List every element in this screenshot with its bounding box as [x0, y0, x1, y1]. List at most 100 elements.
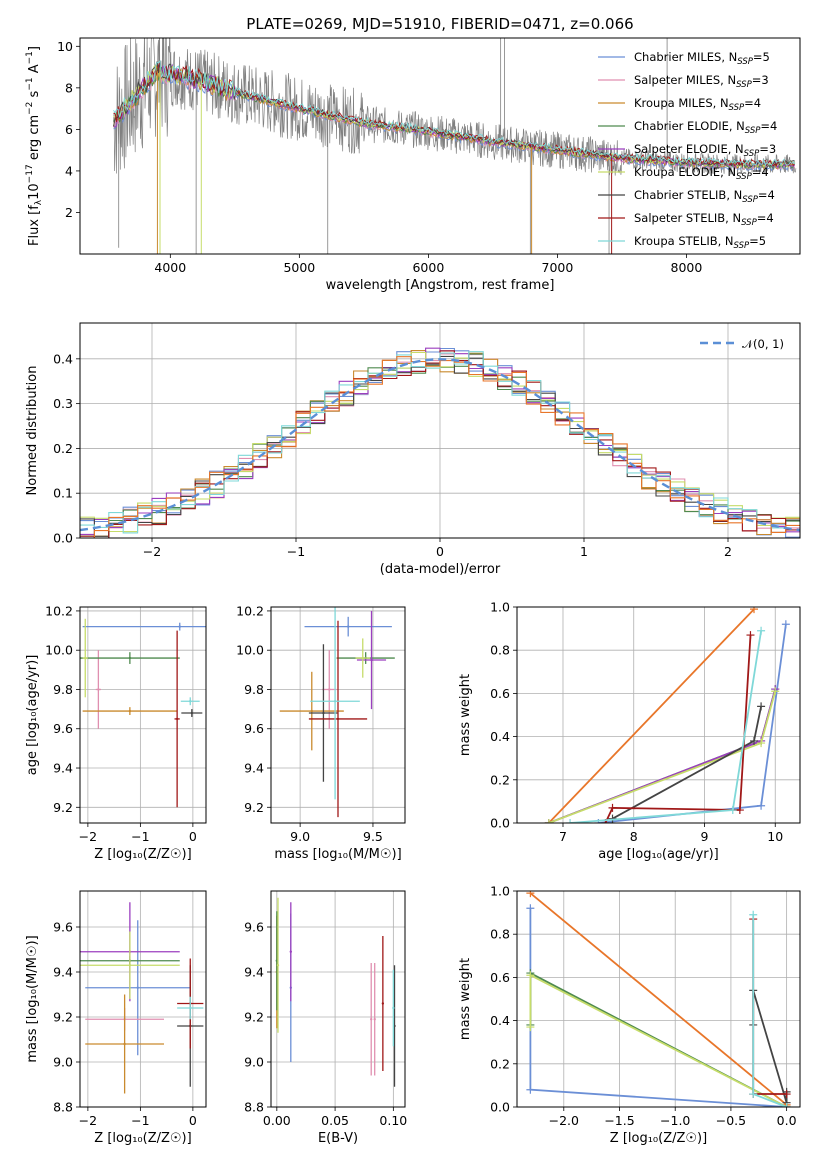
series-marker [749, 1090, 758, 1099]
x-axis-label: age [log₁₀(age/yr)] [598, 847, 719, 862]
data-point [189, 700, 192, 703]
legend-entry: Salpeter ELODIE, NSSP=3 [634, 142, 776, 159]
x-tick-label: 0.00 [263, 1113, 291, 1128]
data-point [128, 709, 132, 713]
x-tick-label: 9.5 [363, 829, 383, 844]
data-point [310, 709, 313, 713]
x-axis-label: Z [log₁₀(Z/Z☉)] [94, 1131, 191, 1146]
data-point [84, 656, 87, 660]
y-label-part: −1 [25, 51, 35, 64]
series-marker [757, 801, 766, 810]
plot-area [80, 347, 800, 538]
legend-entry: Chabrier MILES, NSSP=5 [634, 50, 770, 67]
legend-sub: SSP [736, 80, 752, 90]
y-tick-label: 9.8 [244, 682, 264, 697]
data-point [136, 986, 139, 989]
y-label-part: s [27, 90, 42, 101]
y-label-part: −1 [25, 77, 35, 90]
x-axis-label: wavelength [Angstrom, rest frame] [326, 278, 555, 293]
series-marker [526, 971, 535, 980]
y-axis-label: mass weight [458, 958, 473, 1040]
x-tick-label: −1 [287, 544, 305, 559]
legend: 𝒩(0, 1) [700, 337, 784, 351]
x-tick-label: −2 [79, 829, 97, 844]
y-tick-label: 0.2 [490, 1056, 510, 1071]
data-point [289, 950, 293, 953]
x-tick-label: −1 [131, 829, 149, 844]
plot-area [80, 618, 206, 808]
data-point [373, 1018, 376, 1021]
series-marker [728, 806, 737, 815]
y-tick-label: 9.0 [53, 1055, 73, 1070]
x-tick-label: 4000 [154, 260, 186, 275]
data-point [361, 656, 364, 660]
x-tick-label: 0.10 [379, 1113, 407, 1128]
x-tick-label: −2 [79, 1113, 97, 1128]
y-tick-label: 10 [57, 39, 73, 54]
x-tick-label: −2 [143, 544, 161, 559]
series-marker [782, 1103, 791, 1107]
series-marker [750, 736, 759, 745]
data-point [175, 717, 179, 721]
legend-sub: SSP [742, 195, 758, 205]
panel-mass_weight_vs_Z: −2.0 −1.5 −1.0 −0.5 0.0 0.0 0.2 0.4 0.6 0.8 1.0 Z [… [458, 884, 801, 1146]
x-tick-label: 8 [630, 829, 638, 844]
y-tick-label: 0.6 [490, 686, 510, 701]
series-marker [746, 631, 755, 640]
plot-area [113, 38, 797, 254]
legend-name: Chabrier MILES, N [634, 50, 737, 64]
plot-area [80, 902, 204, 1094]
y-label-part: A [27, 64, 42, 77]
y-tick-label: 0.8 [490, 643, 510, 658]
data-point [178, 625, 181, 628]
x-axis-label: mass [log₁₀(M/M☉)] [274, 847, 401, 862]
x-tick-label: 9 [701, 829, 709, 844]
y-tick-label: 10.0 [236, 643, 264, 658]
y-tick-label: 0.0 [53, 531, 73, 546]
y-tick-label: 0.0 [490, 816, 510, 831]
x-tick-label: 0.0 [777, 1113, 797, 1128]
y-axis-label: age [log₁₀(age/yr)] [25, 655, 40, 776]
y-tick-label: 0.3 [53, 396, 73, 411]
series-line [752, 914, 787, 1107]
y-tick-label: 8.8 [244, 1100, 264, 1115]
legend-value: =5 [753, 50, 770, 64]
y-label-part: −2 [25, 102, 35, 115]
legend-entry: Chabrier STELIB, NSSP=4 [634, 188, 775, 205]
y-tick-label: 10.0 [45, 643, 73, 658]
y-tick-label: 1.0 [490, 600, 510, 615]
y-tick-label: 0.4 [490, 1013, 510, 1028]
series-marker [757, 626, 766, 635]
legend-value: =4 [744, 96, 761, 110]
y-tick-label: 9.4 [53, 761, 73, 776]
legend-entry: Salpeter MILES, NSSP=3 [634, 73, 769, 90]
legend-sub: SSP [741, 218, 757, 228]
panel-mass_vs_Z: −2 −1 0 8.8 9.0 9.2 9.4 9.6 Z [log₁₀(Z/Z☉)] mass … [25, 890, 207, 1146]
data-point [276, 964, 280, 967]
series-line [548, 608, 755, 823]
x-tick-label: 7 [559, 829, 567, 844]
y-tick-label: 6 [65, 122, 73, 137]
y-tick-label: 0.2 [490, 772, 510, 787]
y-tick-label: 0.6 [490, 970, 510, 985]
residual-histogram [80, 347, 800, 535]
figure-title: PLATE=0269, MJD=51910, FIBERID=0471, z=0… [246, 15, 633, 33]
y-tick-label: 9.8 [53, 682, 73, 697]
y-axis-label: mass weight [458, 674, 473, 756]
y-tick-label: 9.2 [53, 1010, 73, 1025]
axes-frame [516, 890, 801, 1108]
legend-value: =4 [758, 188, 775, 202]
x-tick-label: −1.0 [660, 1113, 690, 1128]
series-marker [750, 607, 759, 614]
y-tick-label: 9.2 [244, 800, 264, 815]
legend-sub: SSP [734, 241, 750, 251]
legend-entry: 𝒩(0, 1) [742, 337, 784, 351]
panel-spectrum: 4000 5000 6000 7000 8000 2 4 6 8 10 wavelength [An… [25, 37, 801, 293]
y-label-part: −17 [25, 164, 35, 183]
y-tick-label: 9.4 [244, 965, 264, 980]
legend-entry: Kroupa MILES, NSSP=4 [634, 96, 761, 113]
model-line [113, 59, 796, 166]
x-tick-label: 8000 [671, 260, 703, 275]
series-line [570, 630, 762, 823]
y-tick-label: 9.6 [53, 721, 73, 736]
